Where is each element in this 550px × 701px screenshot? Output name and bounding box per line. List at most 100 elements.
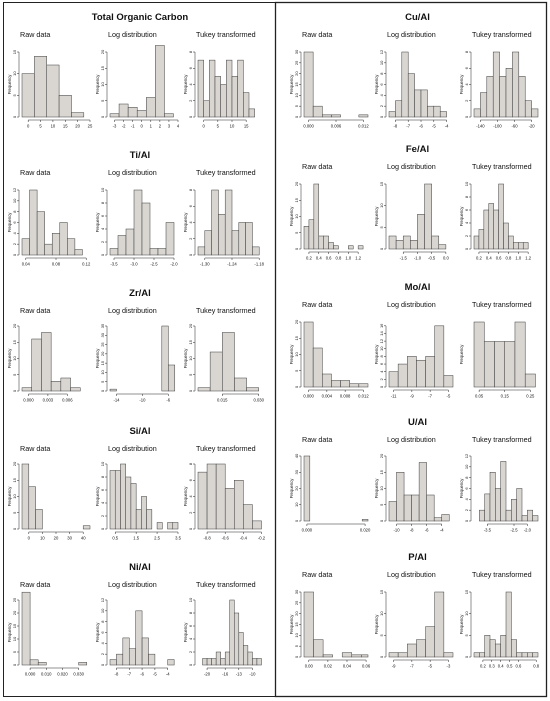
y-tick-label: 5: [464, 633, 469, 636]
y-axis-label: Frequency: [95, 622, 100, 643]
y-tick-label: 5: [294, 104, 299, 107]
histogram-panel: Log distribution Frequency 0 2 4 6 8 10 12 14 16 -1…: [374, 300, 454, 399]
x-tick-label: 0.02: [324, 664, 333, 669]
x-tick-label: 0: [202, 124, 205, 129]
histogram-bar: [340, 380, 350, 388]
y-tick-label: 12: [379, 338, 384, 343]
section-p-al: P/Al Raw data Frequency 0 5 10 15 20 25 30 0.00 0.0…: [289, 552, 540, 669]
histogram-bar: [252, 246, 260, 256]
panel-label: Tukey transformed: [472, 30, 532, 39]
x-tick-label: 0.04: [343, 664, 352, 669]
y-tick-label: 10: [100, 608, 105, 613]
histogram-panel: Raw data Frequency 0 5 10 15 20 25 30 0.000 0.006 0…: [289, 30, 369, 129]
x-tick-label: -2.5: [150, 262, 158, 267]
x-tick-label: -7: [127, 672, 131, 677]
x-tick-label: -1.30: [200, 262, 210, 267]
y-tick-label: 10: [188, 597, 193, 602]
histogram-bar: [532, 515, 539, 522]
y-tick-label: 0: [464, 519, 469, 522]
histogram-bar: [489, 472, 496, 522]
x-tick-label: -2.0: [524, 528, 532, 533]
histogram-bar: [424, 183, 432, 250]
x-tick-label: 0.4: [486, 256, 492, 261]
section-title: Fe/Al: [406, 144, 429, 155]
x-tick-label: 0.030: [73, 672, 84, 677]
x-tick-label: 5: [217, 124, 220, 129]
histogram-bar: [35, 509, 43, 530]
y-tick-label: 12: [12, 187, 17, 192]
histogram-bar: [243, 504, 253, 530]
y-tick-label: 15: [379, 181, 384, 186]
y-tick-label: 10: [100, 82, 105, 87]
histogram-bar: [224, 189, 233, 256]
y-tick-label: 10: [100, 187, 105, 192]
histogram-bar: [388, 111, 396, 118]
y-axis-label: Frequency: [459, 478, 464, 499]
y-tick-label: 10: [379, 346, 384, 351]
y-axis-label: Frequency: [289, 74, 294, 95]
histogram-bar: [395, 100, 403, 118]
histogram-bar: [511, 499, 517, 522]
histogram-bar: [29, 659, 39, 666]
y-axis-label: Frequency: [374, 478, 379, 499]
histogram-bar: [489, 639, 496, 658]
histogram-bar: [141, 496, 147, 530]
x-tick-label: 0: [28, 536, 31, 541]
histogram-bar: [116, 653, 124, 666]
histogram-bar: [122, 637, 130, 666]
histogram-bar: [247, 651, 253, 666]
histogram-bar: [37, 662, 47, 666]
panel-label: Log distribution: [108, 168, 157, 177]
histogram-panel: Log distribution Frequency 0 2 4 6 8 10 12 -8 -7 -6…: [95, 580, 175, 677]
histogram-bar: [125, 228, 135, 256]
histogram-bar: [431, 235, 440, 250]
histogram-bar: [349, 383, 360, 388]
panel-label: Tukey transformed: [196, 444, 256, 453]
y-tick-label: 0: [379, 385, 384, 388]
y-tick-label: 10: [294, 502, 299, 507]
y-tick-label: 40: [294, 453, 299, 458]
x-tick-label: -0.2: [258, 536, 266, 541]
histogram-panel: Log distribution Frequency 0 5 10 15 -9 -7 -5 -3: [374, 570, 454, 669]
y-tick-label: 20: [100, 49, 105, 54]
y-tick-label: 20: [12, 461, 17, 466]
y-tick-label: 6: [188, 478, 193, 481]
y-tick-label: 4: [100, 227, 105, 230]
x-tick-label: 0.4: [316, 256, 322, 261]
histogram-bar: [514, 321, 526, 388]
y-tick-label: 2: [464, 234, 469, 237]
histogram-bar: [58, 95, 72, 118]
y-tick-label: 4: [464, 83, 469, 86]
y-tick-label: 2: [100, 652, 105, 655]
y-tick-label: 0: [294, 655, 299, 658]
x-tick-label: -2: [122, 124, 126, 129]
histogram-bar: [388, 235, 397, 250]
histogram-bar: [425, 626, 435, 658]
histogram-bar: [407, 356, 417, 388]
x-tick-label: -2.5: [510, 528, 518, 533]
histogram-bar: [220, 84, 227, 118]
y-tick-label: 10: [464, 181, 469, 186]
section-total-organic-carbon: Total Organic Carbon Raw data Frequency 0 5 1…: [7, 12, 256, 129]
panel-label: Raw data: [20, 444, 50, 453]
y-tick-label: 5: [294, 231, 299, 234]
histogram-bar: [168, 364, 176, 392]
y-tick-label: 12: [379, 49, 384, 54]
histogram-bar: [388, 501, 397, 522]
x-tick-label: 0.010: [41, 672, 52, 677]
histogram-bar: [498, 183, 504, 250]
histogram-bar: [248, 108, 255, 118]
histogram-bar: [109, 470, 116, 530]
histogram-bar: [149, 248, 159, 256]
y-tick-label: 4: [464, 497, 469, 500]
x-tick-label: 0.5: [507, 664, 513, 669]
histogram-panel: Log distribution Frequency 0 2 4 6 8 10 0.5 1.5 2.…: [95, 444, 182, 541]
histogram-bar: [521, 515, 528, 522]
x-tick-label: 0.020: [57, 672, 68, 677]
section-title: Ni/Al: [129, 562, 151, 573]
x-tick-label: -20: [204, 672, 211, 677]
y-tick-label: 10: [100, 461, 105, 466]
histogram-bar: [215, 651, 221, 666]
y-axis-label: Frequency: [7, 622, 12, 643]
